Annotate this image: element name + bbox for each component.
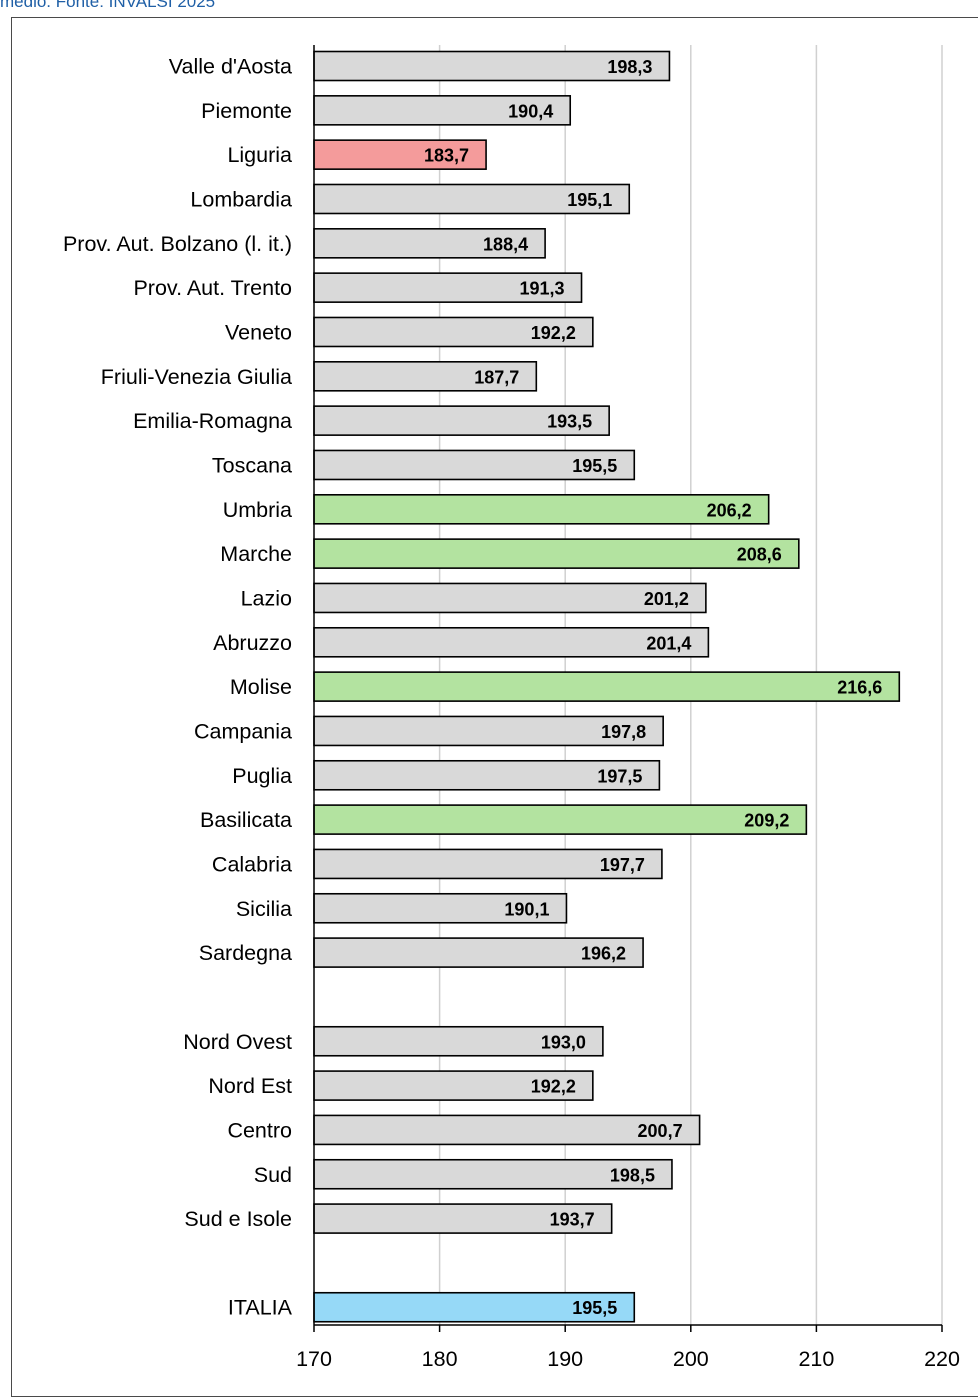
category-label: Valle d'Aosta — [169, 55, 292, 79]
category-label: Emilia-Romagna — [133, 409, 292, 433]
axes — [313, 45, 943, 1332]
bar — [313, 228, 546, 259]
category-label: Calabria — [212, 852, 292, 876]
bar — [313, 715, 664, 747]
x-tick-label: 210 — [798, 1347, 834, 1371]
bar — [313, 405, 610, 436]
bar — [313, 183, 631, 215]
bar — [313, 582, 707, 614]
value-label: 197,8 — [601, 722, 646, 742]
category-label: Veneto — [225, 320, 292, 344]
category-label: Marche — [220, 542, 292, 566]
category-label: Basilicata — [200, 808, 292, 832]
value-label: 193,5 — [547, 412, 592, 432]
value-label: 195,5 — [572, 456, 617, 476]
value-label: 200,7 — [638, 1121, 683, 1141]
value-label: 192,2 — [531, 323, 576, 343]
category-label: Prov. Aut. Bolzano (l. it.) — [63, 232, 292, 256]
bar — [313, 538, 800, 569]
value-label: 197,7 — [600, 855, 645, 875]
value-label: 183,7 — [424, 146, 469, 166]
category-label: Sud e Isole — [184, 1207, 292, 1231]
category-label: Lazio — [241, 586, 292, 610]
category-label: Nord Est — [208, 1074, 292, 1098]
category-label: Sud — [254, 1163, 292, 1187]
category-label: Friuli-Venezia Giulia — [101, 365, 292, 389]
bar — [313, 937, 644, 968]
category-label: Molise — [230, 675, 292, 699]
value-label: 195,5 — [572, 1298, 617, 1318]
category-label: Lombardia — [190, 187, 292, 211]
bar — [313, 1158, 673, 1190]
bar — [313, 493, 770, 525]
category-label: Sardegna — [199, 941, 292, 965]
x-tick-label: 220 — [924, 1347, 960, 1371]
category-label: Puglia — [232, 764, 292, 788]
value-label: 201,4 — [646, 633, 691, 653]
bar — [313, 272, 583, 303]
value-label: 191,3 — [519, 279, 564, 299]
bar — [313, 848, 663, 880]
bar — [313, 95, 572, 126]
value-label: 190,4 — [508, 101, 553, 121]
bar — [313, 1291, 636, 1323]
value-label: 198,3 — [607, 57, 652, 77]
value-label: 192,2 — [531, 1077, 576, 1097]
value-label: 208,6 — [737, 545, 782, 565]
bar — [313, 316, 594, 348]
category-label: Sicilia — [236, 897, 292, 921]
x-tick-label: 170 — [296, 1347, 332, 1371]
value-label: 201,2 — [644, 589, 689, 609]
category-label: Campania — [194, 719, 292, 743]
x-tick-label: 180 — [422, 1347, 458, 1371]
value-label: 188,4 — [483, 234, 528, 254]
bar — [313, 449, 636, 481]
category-label: Liguria — [227, 143, 292, 167]
category-label: Umbria — [223, 498, 292, 522]
x-tick-label: 200 — [673, 1347, 709, 1371]
bar — [313, 892, 568, 924]
x-tick-label: 190 — [547, 1347, 583, 1371]
value-label: 190,1 — [504, 899, 549, 919]
value-label: 206,2 — [707, 500, 752, 520]
category-label: Piemonte — [201, 99, 292, 123]
bar — [313, 671, 901, 702]
value-label: 216,6 — [837, 678, 882, 698]
category-label: Prov. Aut. Trento — [133, 276, 292, 300]
category-label: Nord Ovest — [183, 1030, 292, 1054]
category-label: Toscana — [212, 453, 292, 477]
value-label: 196,2 — [581, 944, 626, 964]
value-label: 193,7 — [550, 1210, 595, 1230]
value-label: 197,5 — [597, 766, 642, 786]
category-label: ITALIA — [228, 1296, 293, 1320]
bar — [313, 804, 808, 835]
labels: 170 180 190 200 210 220 Valle d'Aosta 198,3 Piem… — [63, 55, 960, 1372]
bar — [313, 139, 487, 170]
value-label: 187,7 — [474, 367, 519, 387]
value-label: 198,5 — [610, 1165, 655, 1185]
value-label: 193,0 — [541, 1032, 586, 1052]
category-label: Abruzzo — [213, 631, 292, 655]
bars — [313, 50, 901, 1323]
bar — [313, 1203, 613, 1234]
category-label: Centro — [227, 1118, 292, 1142]
chart-caption: medio. Fonte: INVALSI 2025 — [0, 0, 216, 11]
bar — [313, 1025, 604, 1057]
value-label: 209,2 — [744, 811, 789, 831]
value-label: 195,1 — [567, 190, 612, 210]
